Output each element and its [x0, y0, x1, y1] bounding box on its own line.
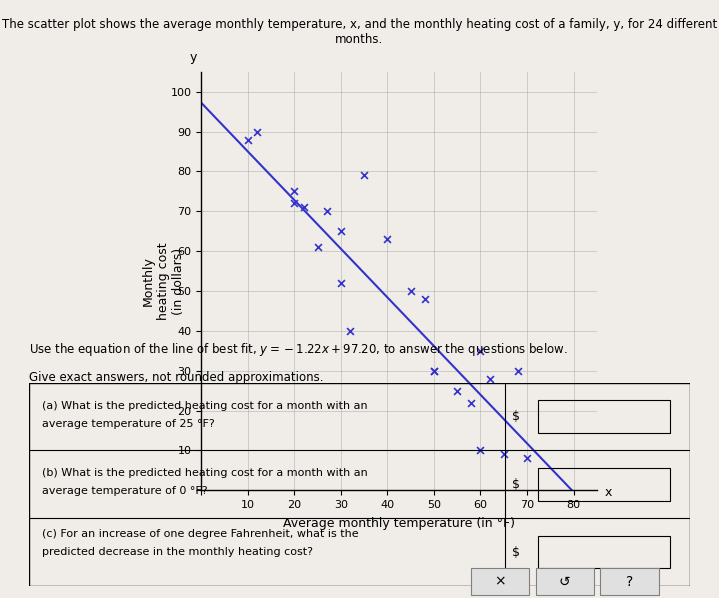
Point [335, 227, 347, 236]
Point [242, 135, 254, 144]
Point [498, 450, 510, 459]
Point [358, 170, 370, 180]
Point [321, 206, 333, 216]
Point [465, 398, 477, 407]
Text: (b) What is the predicted heating cost for a month with an: (b) What is the predicted heating cost f… [42, 468, 367, 478]
Bar [536, 568, 594, 594]
Text: Give exact answers, not rounded approximations.: Give exact answers, not rounded approxim… [29, 371, 324, 384]
Text: ×: × [494, 575, 506, 588]
Text: Use the equation of the line of best fit, $y = -1.22x + 97.20$, to answer the qu: Use the equation of the line of best fit… [29, 341, 567, 358]
Text: The scatter plot shows the average monthly temperature, x, and the monthly heati: The scatter plot shows the average month… [2, 18, 717, 46]
Point [484, 374, 495, 383]
Point [382, 234, 393, 244]
Text: (c) For an increase of one degree Fahrenheit, what is the: (c) For an increase of one degree Fahren… [42, 529, 359, 539]
Text: ↺: ↺ [559, 575, 571, 588]
Point [452, 386, 463, 395]
Point [405, 286, 416, 296]
Point [419, 294, 431, 304]
Text: predicted decrease in the monthly heating cost?: predicted decrease in the monthly heatin… [42, 547, 313, 557]
Text: average temperature of 0 °F?: average temperature of 0 °F? [42, 486, 208, 496]
Point [512, 366, 523, 376]
Point [252, 127, 263, 136]
Point [312, 242, 324, 252]
Text: average temperature of 25 °F?: average temperature of 25 °F? [42, 419, 215, 429]
Point [475, 346, 486, 356]
Point [429, 366, 440, 376]
Text: (a) What is the predicted heating cost for a month with an: (a) What is the predicted heating cost f… [42, 401, 367, 411]
Bar [471, 568, 529, 594]
Point [344, 326, 356, 335]
Text: $: $ [512, 545, 520, 559]
Point [429, 366, 440, 376]
Bar [538, 536, 670, 569]
Point [521, 454, 533, 463]
Text: x: x [604, 486, 612, 499]
X-axis label: Average monthly temperature (in °F): Average monthly temperature (in °F) [283, 517, 515, 530]
Text: y: y [189, 51, 197, 63]
Point [288, 187, 300, 196]
Text: $: $ [512, 410, 520, 423]
Point [288, 199, 300, 208]
Text: $: $ [512, 478, 520, 491]
Y-axis label: Monthly
heating cost
(in dollars): Monthly heating cost (in dollars) [142, 242, 186, 320]
Point [335, 278, 347, 288]
Text: ?: ? [626, 575, 633, 588]
Point [298, 203, 309, 212]
Point [475, 446, 486, 455]
Bar [600, 568, 659, 594]
Bar [538, 468, 670, 501]
Bar [538, 400, 670, 433]
